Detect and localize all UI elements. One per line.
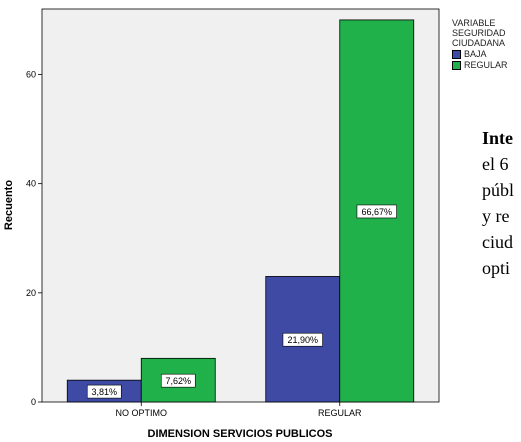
- legend-label-regular: REGULAR: [464, 60, 508, 70]
- x-tick-label: REGULAR: [318, 408, 362, 418]
- x-axis-label: DIMENSION SERVICIOS PUBLICOS: [148, 428, 333, 440]
- data-label: 7,62%: [165, 376, 191, 386]
- side-text-line: públ: [482, 180, 515, 200]
- y-tick-label: 0: [31, 397, 36, 407]
- legend-item-baja: BAJA: [452, 49, 508, 59]
- legend-swatch-baja: [452, 49, 461, 59]
- legend-title-line: SEGURIDAD: [452, 28, 506, 38]
- legend-label-baja: BAJA: [464, 49, 487, 59]
- legend-item-regular: REGULAR: [452, 60, 508, 70]
- y-axis-label: Recuento: [3, 180, 15, 230]
- data-label-box: [160, 373, 196, 388]
- chart-legend: VARIABLE SEGURIDAD CIUDADANA BAJA REGULA…: [452, 18, 508, 70]
- y-tick-label: 20: [26, 288, 36, 298]
- data-label-box: [86, 384, 122, 399]
- legend-swatch-regular: [452, 60, 461, 70]
- side-text-line: el 6: [482, 154, 509, 174]
- x-tick-label: NO OPTIMO: [116, 408, 168, 418]
- data-label-box: [282, 332, 323, 347]
- y-tick-label: 60: [26, 70, 36, 80]
- data-label: 66,67%: [361, 207, 392, 217]
- data-label: 3,81%: [91, 387, 117, 397]
- y-tick-label: 40: [26, 179, 36, 189]
- side-text-lead: Inte: [482, 128, 513, 148]
- side-text: Inte el 6 públ y re ciud opti: [482, 125, 521, 281]
- legend-title: VARIABLE SEGURIDAD CIUDADANA: [452, 18, 508, 48]
- data-label: 21,90%: [287, 335, 318, 345]
- legend-title-line: VARIABLE: [452, 18, 496, 28]
- legend-title-line: CIUDADANA: [452, 38, 506, 48]
- side-text-line: y re: [482, 206, 510, 226]
- side-text-line: opti: [482, 258, 511, 278]
- side-text-line: ciud: [482, 232, 513, 252]
- data-label-box: [356, 204, 397, 219]
